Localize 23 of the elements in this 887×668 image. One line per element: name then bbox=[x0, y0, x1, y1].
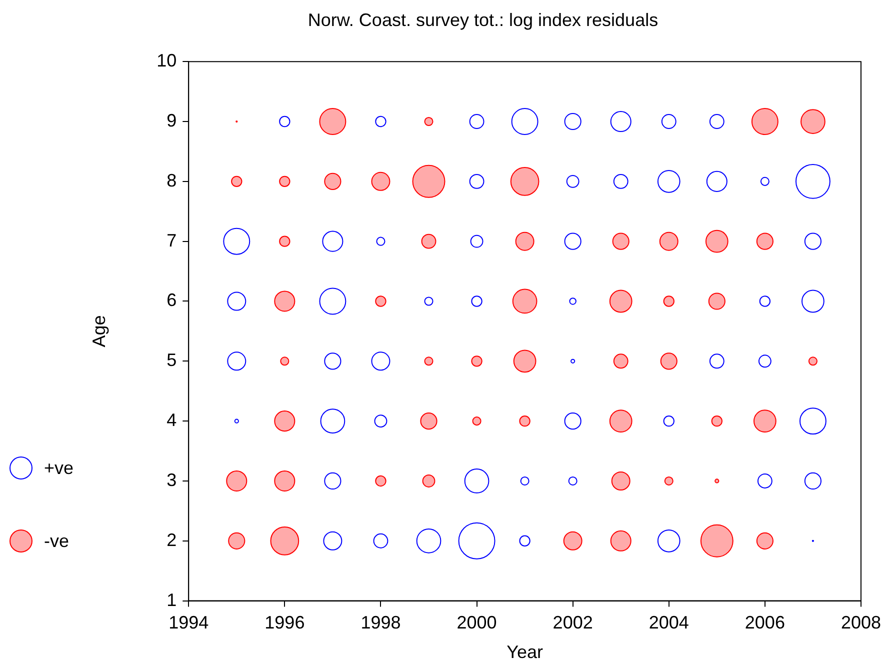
y-tick-label: 9 bbox=[166, 110, 177, 130]
y-tick-label: 1 bbox=[166, 590, 177, 610]
y-tick-label: 3 bbox=[166, 470, 177, 490]
y-axis-title: Age bbox=[88, 315, 109, 348]
x-tick-label: 2002 bbox=[552, 612, 593, 633]
x-tick-label: 1994 bbox=[168, 612, 209, 633]
legend-label: +ve bbox=[44, 458, 74, 478]
x-tick-label: 2000 bbox=[456, 612, 497, 633]
x-tick-label: 1998 bbox=[360, 612, 401, 633]
chart-title: Norw. Coast. survey tot.: log index residuals bbox=[308, 10, 658, 30]
y-tick-label: 2 bbox=[166, 530, 177, 550]
y-tick-label: 8 bbox=[166, 170, 177, 190]
y-tick-label: 5 bbox=[166, 350, 177, 370]
y-tick-label: 10 bbox=[156, 50, 177, 71]
y-tick-label: 4 bbox=[166, 410, 177, 430]
x-tick-label: 2008 bbox=[840, 612, 881, 633]
x-axis-title: Year bbox=[506, 642, 543, 662]
x-tick-label: 2006 bbox=[744, 612, 785, 633]
legend-label: -ve bbox=[44, 530, 70, 552]
x-tick-label: 2004 bbox=[648, 612, 689, 633]
x-tick-label: 1996 bbox=[264, 612, 305, 633]
y-tick-label: 7 bbox=[166, 230, 177, 250]
y-tick-label: 6 bbox=[166, 290, 177, 310]
